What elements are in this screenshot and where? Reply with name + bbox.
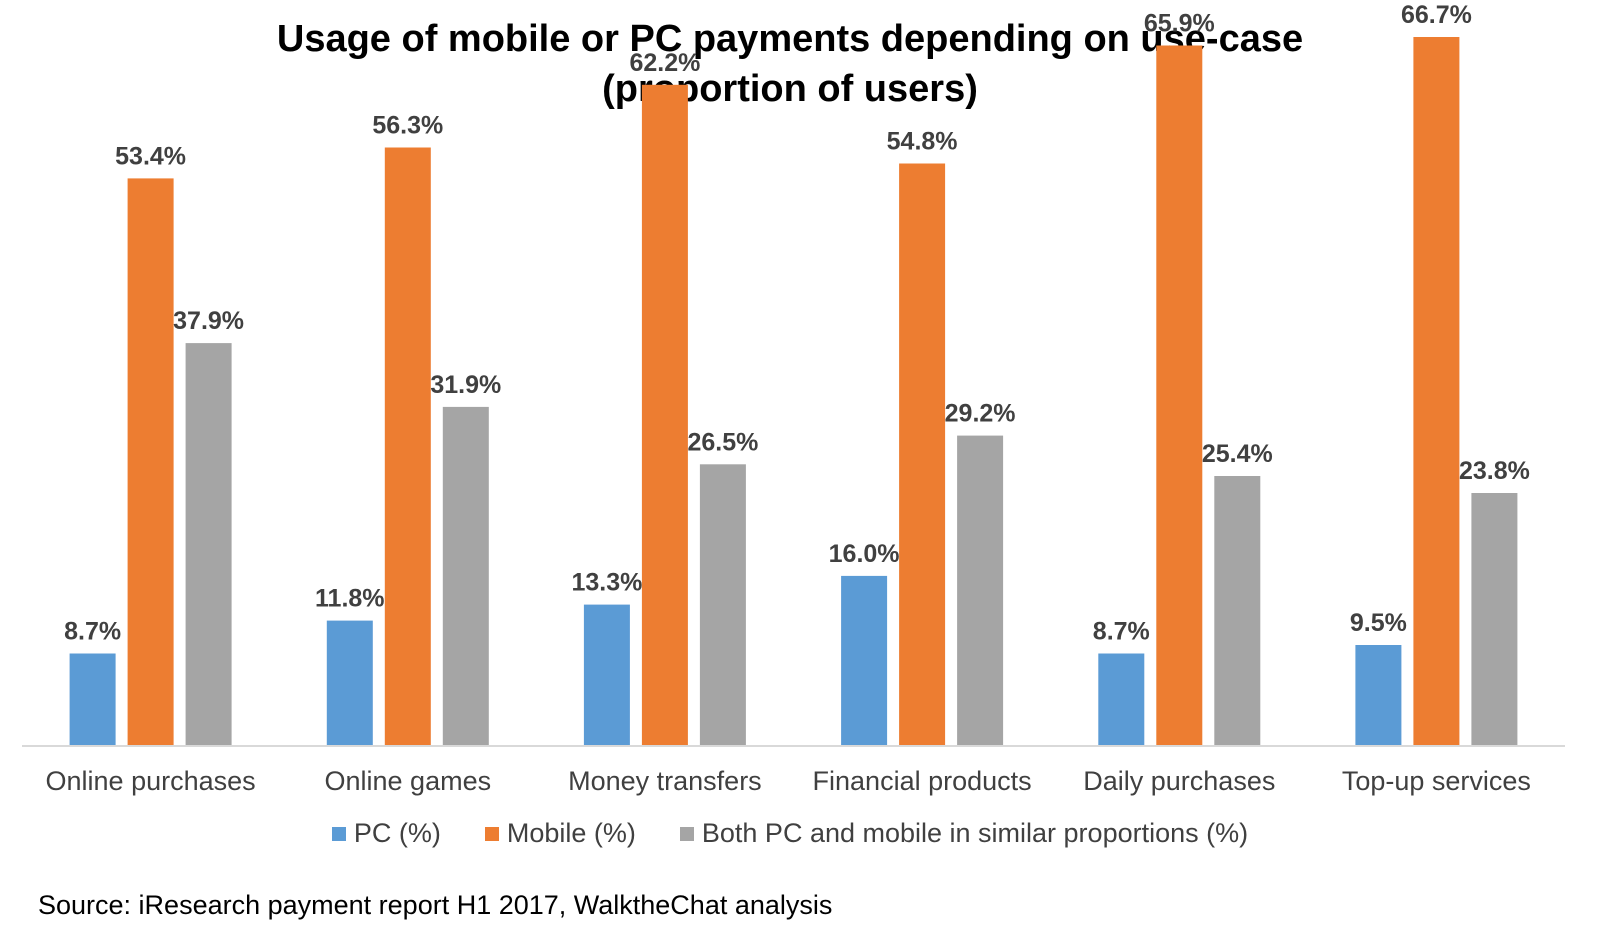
bar-pc-1 [326, 620, 373, 746]
bar-mobile-0 [127, 178, 174, 746]
data-label-pc-2: 13.3% [571, 569, 642, 597]
legend-swatch-pc [331, 826, 346, 841]
data-label-both-2: 26.5% [687, 428, 758, 456]
legend-swatch-both [679, 826, 694, 841]
bar-pc-5 [1355, 645, 1402, 746]
data-label-mobile-2: 62.2% [629, 49, 700, 77]
data-label-mobile-0: 53.4% [115, 142, 186, 170]
bar-mobile-3 [899, 163, 946, 746]
legend-label-both: Both PC and mobile in similar proportion… [701, 818, 1249, 848]
x-tick-label-3: Financial products [813, 766, 1032, 796]
data-label-both-4: 25.4% [1202, 440, 1273, 468]
data-label-both-3: 29.2% [945, 400, 1016, 428]
bar-mobile-1 [384, 147, 431, 746]
chart-title: Usage of mobile or PC payments depending… [0, 14, 1580, 114]
data-label-both-0: 37.9% [173, 307, 244, 335]
bar-both-4 [1214, 476, 1261, 746]
bar-pc-0 [69, 653, 116, 746]
x-tick-label-5: Top-up services [1342, 766, 1531, 796]
data-label-mobile-3: 54.8% [887, 128, 958, 156]
data-label-pc-5: 9.5% [1350, 609, 1407, 637]
bar-mobile-4 [1156, 45, 1203, 746]
data-label-mobile-5: 66.7% [1401, 1, 1472, 29]
bar-pc-4 [1098, 653, 1145, 746]
x-tick-label-1: Online games [325, 766, 492, 796]
bar-mobile-5 [1413, 37, 1460, 746]
bar-both-2 [699, 464, 746, 746]
data-label-pc-3: 16.0% [829, 540, 900, 568]
chart-legend: PC (%) Mobile (%) Both PC and mobile in … [0, 818, 1580, 849]
data-label-pc-1: 11.8% [315, 585, 385, 613]
source-note: Source: iResearch payment report H1 2017… [38, 890, 833, 920]
legend-label-mobile: Mobile (%) [506, 818, 636, 848]
legend-label-pc: PC (%) [353, 818, 441, 848]
legend-item-pc: PC (%) [331, 818, 441, 849]
legend-item-both: Both PC and mobile in similar proportion… [679, 818, 1249, 849]
chart-title-line: Usage of mobile or PC payments depending… [276, 18, 1304, 60]
data-label-pc-4: 8.7% [1093, 618, 1150, 646]
legend-item-mobile: Mobile (%) [484, 818, 636, 849]
data-label-both-5: 23.8% [1459, 457, 1530, 485]
bar-both-3 [957, 435, 1004, 746]
data-label-mobile-1: 56.3% [372, 112, 443, 140]
bar-both-5 [1471, 493, 1518, 746]
legend-swatch-mobile [484, 826, 499, 841]
bar-pc-3 [841, 575, 888, 746]
data-label-pc-0: 8.7% [64, 618, 121, 646]
x-tick-label-4: Daily purchases [1083, 766, 1275, 796]
x-tick-label-2: Money transfers [568, 766, 762, 796]
bar-both-1 [442, 406, 489, 746]
data-label-both-1: 31.9% [430, 371, 501, 399]
data-label-mobile-4: 65.9% [1144, 10, 1215, 38]
bar-pc-2 [583, 604, 630, 746]
bar-both-0 [185, 343, 232, 746]
x-tick-label-0: Online purchases [46, 766, 256, 796]
bar-mobile-2 [641, 84, 688, 747]
